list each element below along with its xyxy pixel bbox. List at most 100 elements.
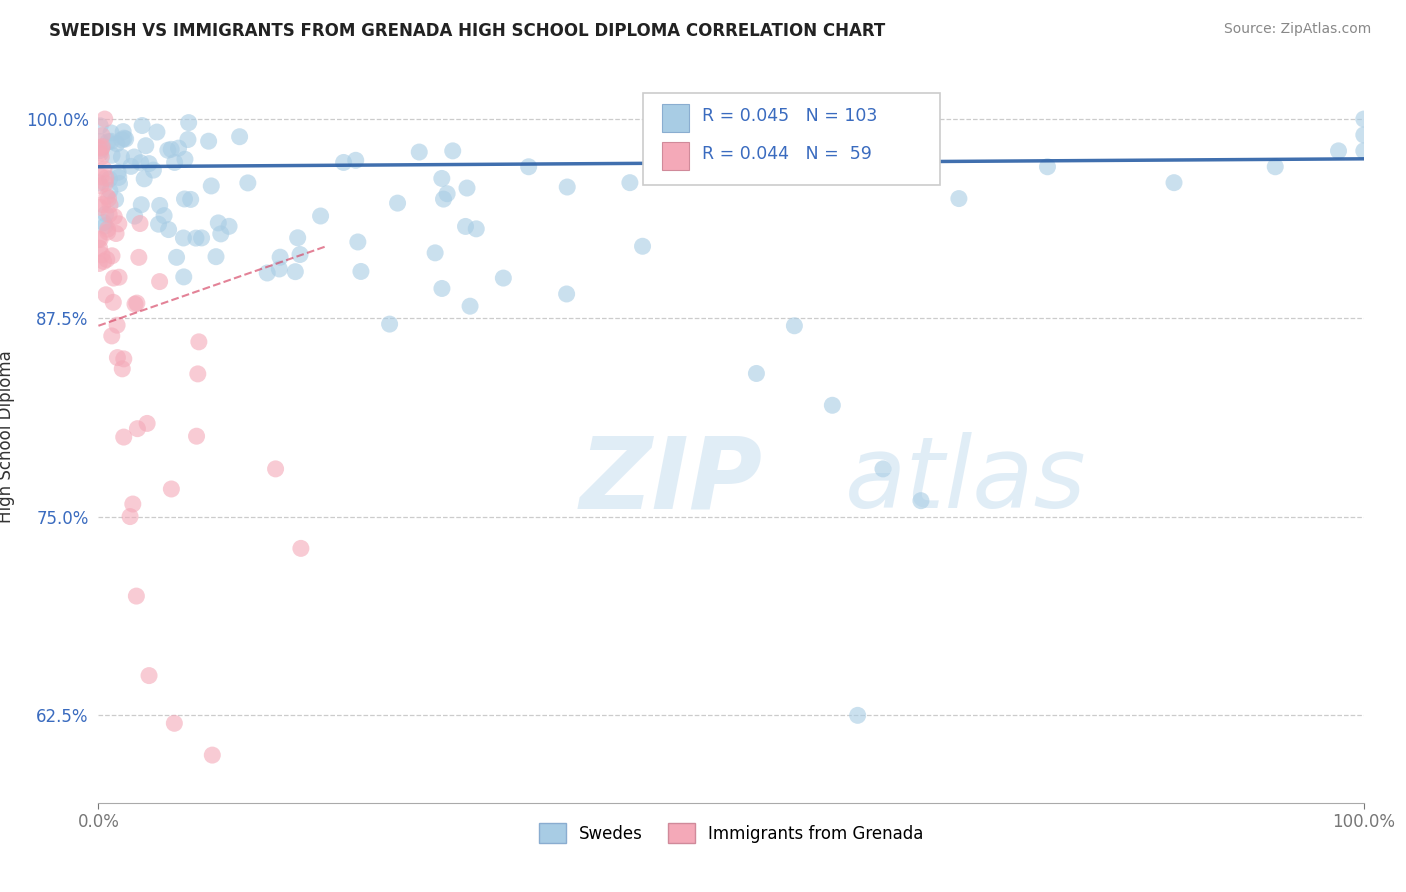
- Point: [555, 180, 578, 194]
- Point: [186, 429, 208, 443]
- Point: [153, 209, 176, 223]
- Point: [94, 207, 117, 221]
- Point: [142, 163, 165, 178]
- Point: [201, 748, 224, 763]
- Point: [103, 271, 125, 285]
- Point: [91, 139, 114, 153]
- Point: [90, 141, 112, 155]
- Point: [177, 132, 200, 146]
- Point: [138, 156, 160, 170]
- Point: [555, 287, 578, 301]
- Point: [378, 317, 401, 331]
- Point: [190, 231, 212, 245]
- Point: [107, 170, 129, 185]
- Point: [112, 125, 135, 139]
- Point: [436, 186, 458, 201]
- Point: [94, 219, 117, 233]
- Point: [149, 275, 172, 289]
- Point: [98, 207, 121, 221]
- Point: [441, 144, 464, 158]
- Point: [89, 146, 111, 161]
- Point: [1163, 176, 1185, 190]
- Point: [910, 493, 932, 508]
- Point: [120, 509, 141, 524]
- Point: [149, 198, 172, 212]
- Point: [125, 296, 148, 310]
- Point: [111, 133, 134, 147]
- Point: [108, 270, 131, 285]
- Point: [100, 329, 122, 343]
- Point: [160, 482, 183, 496]
- Point: [129, 198, 152, 212]
- Point: [94, 171, 117, 186]
- Point: [111, 361, 134, 376]
- Point: [91, 128, 114, 143]
- Point: [344, 153, 367, 168]
- Point: [135, 138, 157, 153]
- Point: [408, 145, 430, 159]
- Point: [167, 141, 190, 155]
- Point: [122, 150, 145, 164]
- Point: [1327, 144, 1350, 158]
- Point: [89, 233, 111, 247]
- Y-axis label: High School Diploma: High School Diploma: [0, 351, 14, 524]
- Point: [454, 219, 477, 234]
- Point: [492, 271, 515, 285]
- Text: Source: ZipAtlas.com: Source: ZipAtlas.com: [1223, 22, 1371, 37]
- Point: [256, 266, 278, 280]
- Point: [163, 155, 186, 169]
- Point: [187, 367, 209, 381]
- Point: [200, 178, 222, 193]
- Point: [110, 150, 132, 164]
- Point: [458, 299, 481, 313]
- Point: [423, 245, 446, 260]
- Point: [387, 196, 409, 211]
- Point: [166, 251, 188, 265]
- Point: [89, 256, 111, 270]
- Point: [745, 367, 768, 381]
- Point: [1353, 112, 1375, 126]
- Point: [146, 125, 169, 139]
- Point: [465, 222, 488, 236]
- Text: atlas: atlas: [845, 433, 1087, 530]
- Point: [180, 193, 202, 207]
- Point: [197, 134, 219, 148]
- Point: [87, 141, 110, 155]
- Point: [98, 198, 121, 212]
- Point: [209, 227, 232, 241]
- Point: [93, 162, 115, 177]
- Point: [134, 171, 156, 186]
- Point: [174, 153, 197, 167]
- Point: [93, 216, 115, 230]
- Point: [138, 668, 160, 682]
- Point: [103, 295, 125, 310]
- Point: [1264, 160, 1286, 174]
- Point: [124, 297, 146, 311]
- Point: [96, 189, 118, 203]
- Text: R = 0.044   N =  59: R = 0.044 N = 59: [702, 145, 872, 163]
- Point: [187, 334, 209, 349]
- Point: [104, 193, 127, 207]
- Point: [288, 247, 311, 261]
- Point: [89, 135, 111, 149]
- Point: [948, 192, 970, 206]
- Point: [97, 135, 120, 149]
- Point: [332, 155, 354, 169]
- Bar: [661, 143, 689, 170]
- Point: [97, 225, 120, 239]
- Point: [89, 178, 111, 193]
- Point: [112, 131, 135, 145]
- Point: [97, 222, 120, 236]
- Point: [173, 269, 195, 284]
- Point: [121, 497, 143, 511]
- Point: [128, 251, 150, 265]
- Point: [290, 541, 312, 556]
- Point: [619, 176, 641, 190]
- Point: [93, 254, 115, 268]
- Point: [89, 200, 111, 214]
- Point: [91, 197, 114, 211]
- Point: [821, 398, 844, 412]
- Point: [1353, 144, 1375, 158]
- Point: [148, 217, 170, 231]
- Point: [177, 115, 200, 129]
